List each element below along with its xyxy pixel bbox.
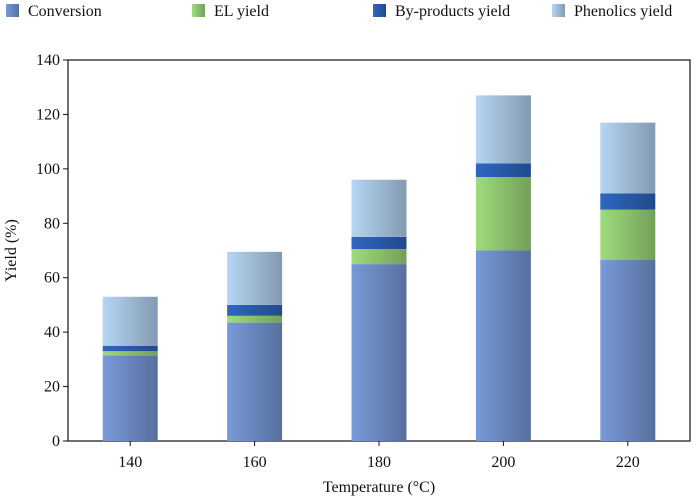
legend-label: EL yield (214, 3, 269, 20)
y-axis-label: Yield (%) (3, 219, 20, 282)
bar-conversion-200 (475, 250, 531, 441)
x-axis-label: Temperature (°C) (323, 479, 435, 496)
bar-conversion-220 (600, 260, 656, 441)
bar-by-products-yield-220 (600, 193, 656, 210)
bar-el-yield-220 (600, 209, 656, 261)
bar-conversion-180 (351, 264, 407, 441)
y-tick-label: 120 (36, 106, 60, 123)
y-tick-label: 80 (44, 215, 60, 232)
legend-swatch (373, 4, 386, 17)
x-tick-label: 200 (491, 454, 515, 471)
legend-label: Phenolics yield (574, 3, 672, 20)
bar-phenolics-yield-160 (227, 251, 283, 305)
y-tick-label: 20 (44, 379, 60, 396)
bar-by-products-yield-180 (351, 236, 407, 250)
y-tick-label: 40 (44, 324, 60, 341)
x-axis: 140 160 180 200 220 (118, 441, 640, 471)
legend-item: By-products yield (373, 3, 510, 20)
legend-swatch (192, 4, 205, 17)
bar-phenolics-yield-200 (475, 95, 531, 164)
y-tick-label: 100 (36, 161, 60, 178)
bar-conversion-140 (102, 355, 158, 441)
legend-swatch (552, 4, 565, 17)
y-tick-label: 0 (52, 433, 60, 450)
bar-el-yield-180 (351, 249, 407, 265)
bar-by-products-yield-200 (475, 163, 531, 178)
x-tick-label: 160 (243, 454, 267, 471)
legend-label: Conversion (28, 3, 102, 20)
y-tick-label: 140 (36, 52, 60, 69)
bar-phenolics-yield-180 (351, 179, 407, 237)
x-tick-label: 180 (367, 454, 391, 471)
bar-by-products-yield-140 (102, 345, 158, 352)
x-tick-label: 220 (616, 454, 640, 471)
x-tick-label: 140 (118, 454, 142, 471)
bar-phenolics-yield-220 (600, 122, 656, 194)
bar-phenolics-yield-140 (102, 296, 158, 346)
bar-el-yield-140 (102, 351, 158, 356)
bar-by-products-yield-160 (227, 304, 283, 316)
legend-swatch (6, 4, 19, 17)
legend-item: EL yield (192, 3, 269, 20)
bar-conversion-160 (227, 322, 283, 441)
legend-item: Phenolics yield (552, 3, 672, 20)
y-tick-label: 60 (44, 270, 60, 287)
legend-item: Conversion (6, 3, 102, 20)
legend: Conversion EL yield By-products yield Pheno… (6, 3, 672, 20)
bars (102, 95, 656, 441)
bar-el-yield-160 (227, 315, 283, 323)
legend-label: By-products yield (395, 3, 510, 20)
bar-el-yield-200 (475, 177, 531, 251)
y-axis: 0 20 40 60 80 100 120 140 (36, 52, 68, 450)
